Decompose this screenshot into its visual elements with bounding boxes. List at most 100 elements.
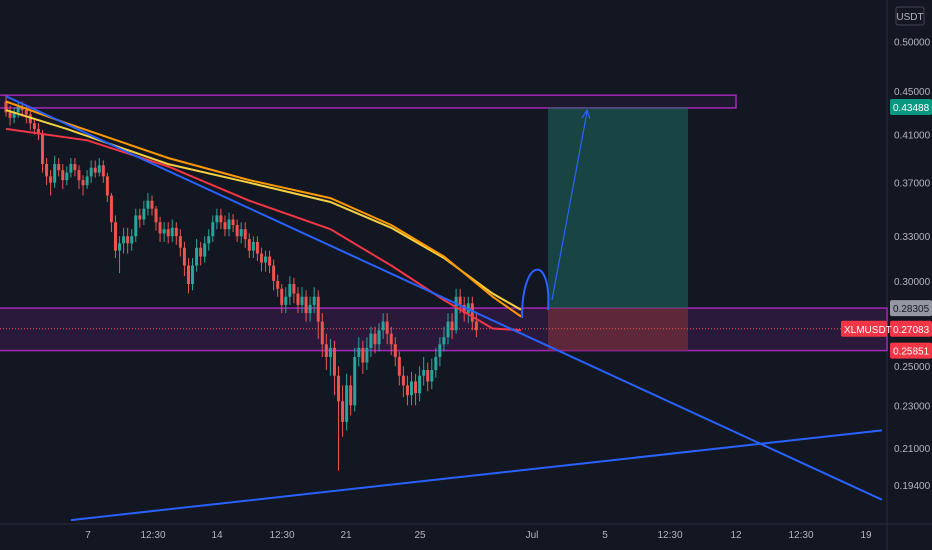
candle[interactable]: [85, 176, 89, 186]
position-stop-area[interactable]: [548, 308, 688, 351]
candle[interactable]: [211, 222, 215, 237]
candle[interactable]: [146, 200, 150, 209]
candle[interactable]: [414, 381, 418, 394]
candle[interactable]: [105, 176, 109, 196]
candle[interactable]: [61, 170, 65, 181]
candle[interactable]: [405, 385, 409, 396]
candle[interactable]: [32, 123, 36, 129]
candle[interactable]: [442, 337, 446, 345]
candle[interactable]: [36, 128, 40, 135]
candle[interactable]: [320, 321, 324, 345]
position-target-area[interactable]: [548, 107, 688, 309]
candle[interactable]: [255, 241, 259, 254]
candle[interactable]: [308, 304, 312, 314]
candle[interactable]: [470, 303, 474, 322]
candle[interactable]: [292, 284, 296, 294]
candle[interactable]: [389, 333, 393, 345]
candle[interactable]: [462, 304, 466, 314]
candle[interactable]: [219, 215, 223, 223]
candle[interactable]: [280, 288, 284, 305]
candle[interactable]: [73, 164, 77, 171]
candle[interactable]: [65, 172, 69, 181]
candle[interactable]: [426, 370, 430, 382]
candle[interactable]: [276, 280, 280, 289]
candle[interactable]: [381, 321, 385, 331]
candle[interactable]: [203, 243, 207, 257]
candle[interactable]: [235, 225, 239, 237]
zone-resistance[interactable]: [0, 94, 737, 109]
candle[interactable]: [191, 265, 195, 285]
candle[interactable]: [337, 375, 341, 402]
candle[interactable]: [361, 347, 365, 363]
candle[interactable]: [126, 236, 130, 244]
candle[interactable]: [4, 101, 8, 113]
candle[interactable]: [324, 344, 328, 357]
candle[interactable]: [109, 195, 113, 223]
candle[interactable]: [385, 321, 389, 334]
candle[interactable]: [450, 321, 454, 331]
candle[interactable]: [40, 134, 44, 165]
candle[interactable]: [332, 347, 336, 376]
candle[interactable]: [454, 296, 458, 331]
candle[interactable]: [393, 344, 397, 357]
candle[interactable]: [296, 293, 300, 305]
candle[interactable]: [89, 167, 93, 177]
candle[interactable]: [272, 265, 276, 281]
candle[interactable]: [353, 356, 357, 406]
candle[interactable]: [349, 385, 353, 406]
candle[interactable]: [357, 347, 361, 357]
moving-average-line-2[interactable]: [5, 100, 522, 318]
candle[interactable]: [158, 222, 162, 234]
candle[interactable]: [365, 347, 369, 363]
candle[interactable]: [264, 256, 268, 263]
candle[interactable]: [430, 370, 434, 382]
candle[interactable]: [178, 236, 182, 248]
candle[interactable]: [97, 165, 101, 173]
candle[interactable]: [247, 239, 251, 251]
candle[interactable]: [418, 375, 422, 394]
candle[interactable]: [77, 170, 81, 181]
candle[interactable]: [57, 164, 61, 171]
candle[interactable]: [231, 219, 235, 226]
candle[interactable]: [239, 229, 243, 237]
candle[interactable]: [130, 236, 134, 244]
candle[interactable]: [288, 284, 292, 297]
candle[interactable]: [369, 333, 373, 348]
candle[interactable]: [69, 164, 73, 173]
candle[interactable]: [166, 229, 170, 237]
candle[interactable]: [81, 180, 85, 186]
candle[interactable]: [446, 321, 450, 338]
currency-box[interactable]: [895, 6, 925, 26]
candle[interactable]: [154, 208, 158, 223]
candle[interactable]: [410, 381, 413, 396]
candle[interactable]: [138, 215, 142, 220]
candle[interactable]: [438, 344, 442, 357]
trendline-1[interactable]: [5, 95, 883, 501]
candle[interactable]: [24, 110, 28, 115]
candle[interactable]: [345, 385, 349, 422]
candle[interactable]: [122, 236, 126, 244]
candle[interactable]: [223, 222, 227, 230]
candle[interactable]: [49, 176, 53, 183]
trendline-2[interactable]: [70, 429, 882, 522]
candle[interactable]: [284, 296, 288, 305]
candle[interactable]: [101, 165, 105, 177]
candle[interactable]: [150, 200, 154, 209]
candle[interactable]: [304, 296, 308, 314]
candle[interactable]: [118, 243, 122, 251]
candle[interactable]: [28, 114, 32, 124]
candle[interactable]: [328, 347, 332, 357]
candle[interactable]: [316, 296, 320, 322]
candle[interactable]: [259, 253, 263, 263]
candle[interactable]: [397, 356, 401, 376]
candle[interactable]: [45, 164, 49, 177]
candle[interactable]: [12, 112, 16, 118]
candle[interactable]: [199, 247, 203, 257]
candle[interactable]: [401, 375, 405, 386]
candle[interactable]: [93, 167, 97, 173]
candle[interactable]: [215, 215, 219, 223]
moving-average-line-3[interactable]: [5, 127, 522, 332]
candle[interactable]: [195, 247, 199, 266]
candle[interactable]: [20, 106, 24, 111]
